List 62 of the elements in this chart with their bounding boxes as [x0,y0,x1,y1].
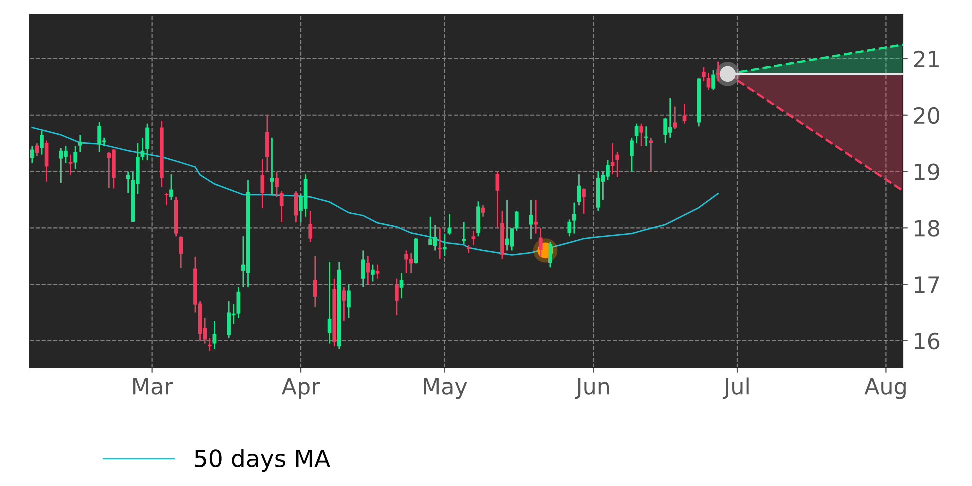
candlestick [361,250,366,288]
x-tick-label: Apr [282,378,320,400]
candlestick [400,272,404,300]
y-tick-label: 17 [915,276,940,293]
y-tick-label: 20 [914,107,940,124]
candlestick [682,103,687,125]
candlestick [376,264,380,280]
candlestick [616,151,620,178]
x-tick-label: Jul [722,378,749,400]
candlestick [634,123,639,144]
x-tick-label: May [424,378,468,400]
candlestick [649,137,654,172]
candlestick [538,227,543,258]
candlestick [481,204,486,218]
legend-label: 50 days MA [195,449,330,472]
candlestick [280,190,284,224]
candlestick [630,137,634,172]
y-tick-label: 18 [915,220,940,237]
candlestick [275,171,279,198]
candlestick [534,199,538,234]
candlestick [472,230,476,246]
x-tick-label: Jun [575,378,610,400]
y-tick-label: 21 [914,50,939,68]
candlestick [529,199,534,240]
candlestick [294,190,298,224]
candlestick [208,337,212,352]
candlestick [212,320,217,350]
candlestick [548,242,552,268]
candlestick [640,123,644,148]
candlestick [702,66,706,82]
x-tick-label: Aug [864,378,906,400]
y-tick-label: 19 [915,164,940,181]
candlestick [438,227,442,260]
candlestick [496,171,500,229]
candlestick [514,210,519,232]
candlestick [395,278,399,316]
y-tick-label: 16 [915,332,940,350]
candlestick [270,137,274,196]
candlestick [179,236,184,269]
candlestick [610,142,615,176]
candlestick [712,70,716,91]
candlestick [371,264,375,282]
candlestick [308,210,313,243]
candlestick [328,261,332,344]
candlestick [568,219,572,238]
candlestick [347,284,351,320]
candlestick [462,222,466,245]
candlestick [582,188,586,215]
candlestick [170,174,174,201]
candlestick [260,158,265,210]
candlestick [706,72,711,91]
candlestick [442,233,447,258]
candlestick [342,286,346,322]
candlestick [366,256,370,286]
candlestick [448,213,452,236]
candlestick [644,126,648,148]
candlestick [716,61,720,82]
candlestick [572,202,576,234]
candlestick [673,106,678,130]
candlestick [236,286,241,320]
candlestick [313,256,318,308]
x-tick-label: Mar [134,378,174,395]
